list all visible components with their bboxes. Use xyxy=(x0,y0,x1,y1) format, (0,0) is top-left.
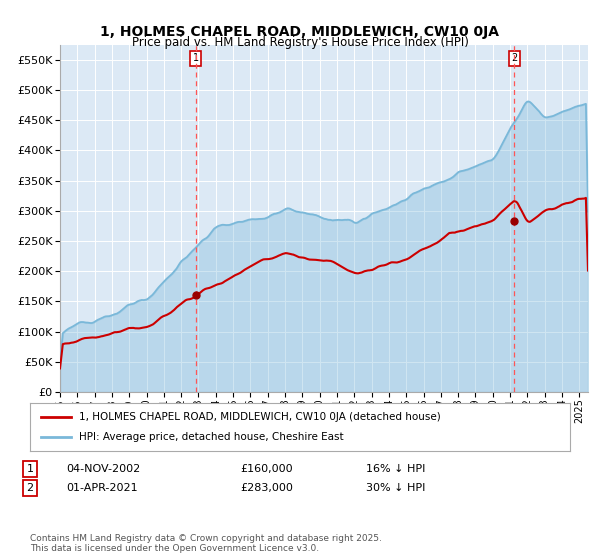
Text: 1, HOLMES CHAPEL ROAD, MIDDLEWICH, CW10 0JA (detached house): 1, HOLMES CHAPEL ROAD, MIDDLEWICH, CW10 … xyxy=(79,412,440,422)
Text: 1: 1 xyxy=(193,54,199,63)
Text: 1: 1 xyxy=(26,464,34,474)
Text: 16% ↓ HPI: 16% ↓ HPI xyxy=(366,464,425,474)
Text: 2: 2 xyxy=(26,483,34,493)
Text: £160,000: £160,000 xyxy=(240,464,293,474)
Text: 01-APR-2021: 01-APR-2021 xyxy=(66,483,137,493)
Text: Contains HM Land Registry data © Crown copyright and database right 2025.
This d: Contains HM Land Registry data © Crown c… xyxy=(30,534,382,553)
Text: Price paid vs. HM Land Registry's House Price Index (HPI): Price paid vs. HM Land Registry's House … xyxy=(131,36,469,49)
Text: 1, HOLMES CHAPEL ROAD, MIDDLEWICH, CW10 0JA: 1, HOLMES CHAPEL ROAD, MIDDLEWICH, CW10 … xyxy=(101,25,499,39)
Text: 04-NOV-2002: 04-NOV-2002 xyxy=(66,464,140,474)
Text: 30% ↓ HPI: 30% ↓ HPI xyxy=(366,483,425,493)
Text: £283,000: £283,000 xyxy=(240,483,293,493)
Text: 2: 2 xyxy=(511,54,518,63)
Text: HPI: Average price, detached house, Cheshire East: HPI: Average price, detached house, Ches… xyxy=(79,432,343,442)
